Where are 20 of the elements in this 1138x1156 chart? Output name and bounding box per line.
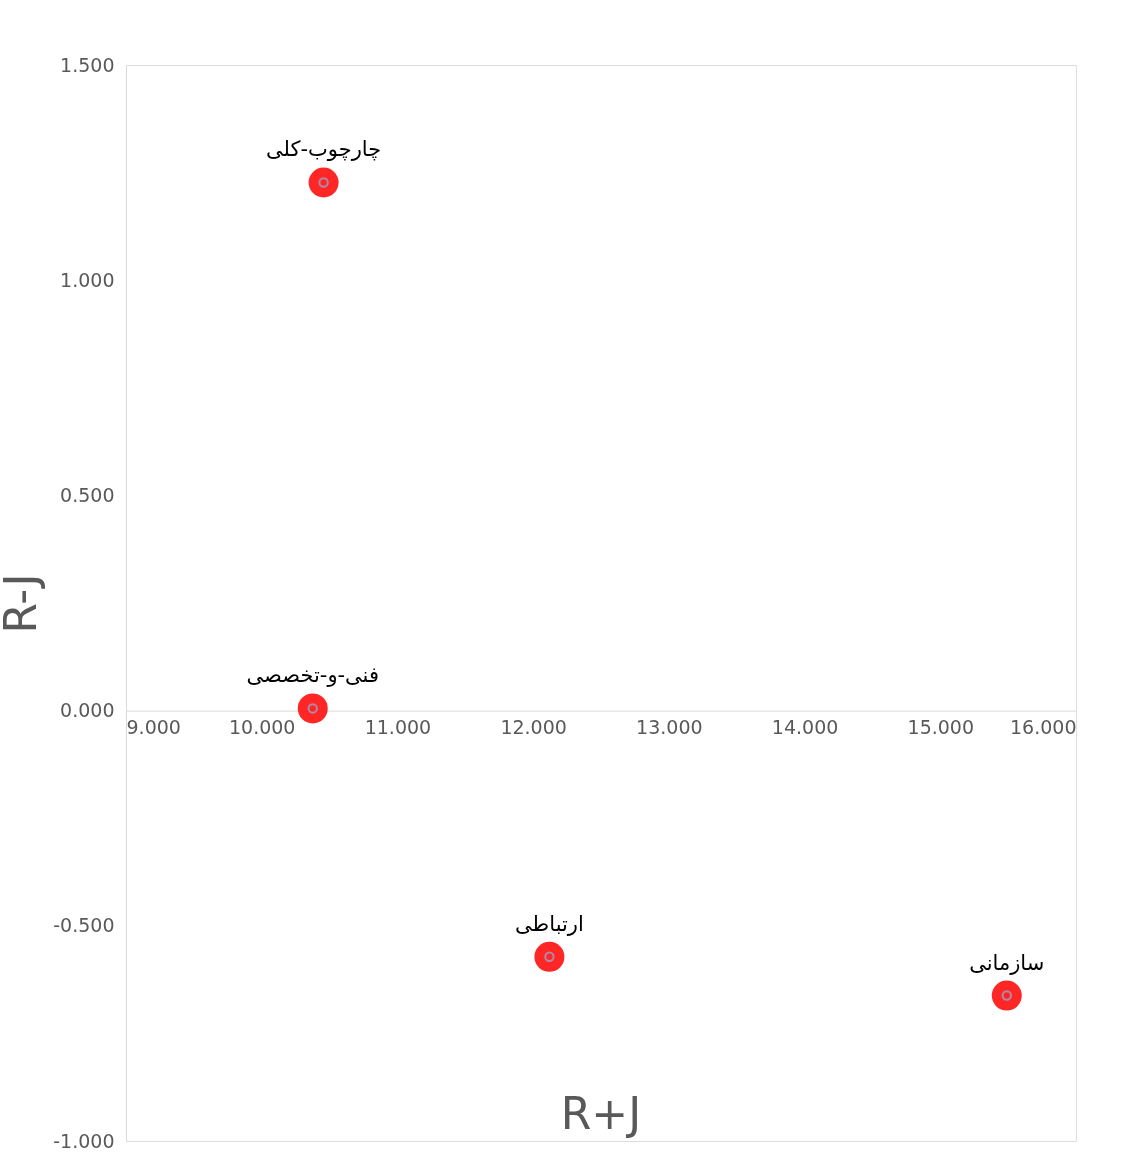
annotation: چارچوب-کلی xyxy=(266,137,382,162)
annotation: ارتباطی xyxy=(515,911,584,936)
x-tick-label: 10.000 xyxy=(228,716,296,739)
y-axis-title: R-J xyxy=(0,573,47,634)
annotation: فنی-و-تخصصی xyxy=(246,663,379,688)
y-tick-label: 0.500 xyxy=(60,483,115,506)
x-axis-title: R+J xyxy=(560,1088,642,1139)
x-tick-label: 9.000 xyxy=(126,716,181,739)
x-tick-label: 16.000 xyxy=(1010,716,1077,739)
x-tick-label: 12.000 xyxy=(500,716,567,739)
x-tick-label: 15.000 xyxy=(907,716,975,739)
y-tick-label: -0.500 xyxy=(53,914,115,937)
x-tick-label: 14.000 xyxy=(771,716,839,739)
y-tick-label: 1.000 xyxy=(60,268,115,291)
y-tick-label: -1.000 xyxy=(53,1129,115,1152)
y-tick-label: 1.500 xyxy=(60,53,115,76)
x-tick-label: 13.000 xyxy=(636,716,703,739)
y-tick-label: 0.000 xyxy=(60,699,115,722)
x-tick-label: 11.000 xyxy=(364,716,432,739)
annotation: سازمانی xyxy=(969,950,1045,975)
